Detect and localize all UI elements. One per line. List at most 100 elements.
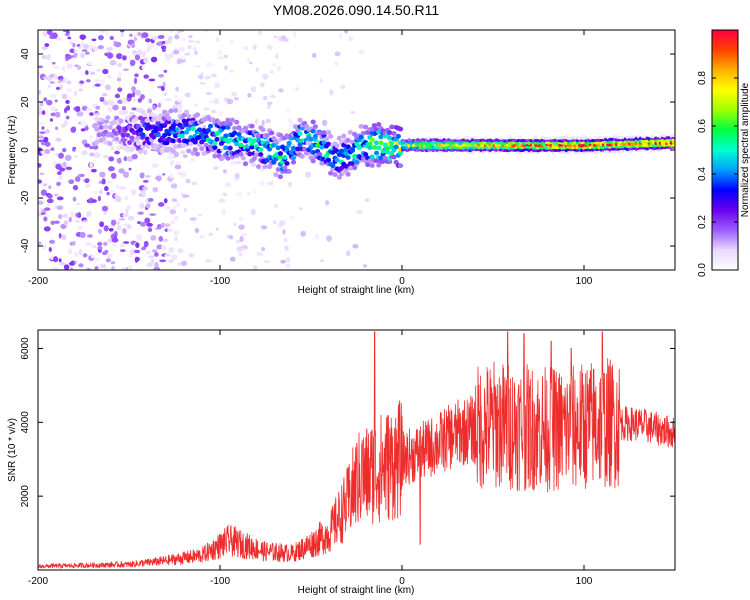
spectrogram-cell bbox=[222, 169, 227, 174]
spectrogram-cell bbox=[167, 35, 173, 42]
spectrogram-cell bbox=[55, 126, 59, 131]
spectrogram-cell bbox=[115, 184, 120, 190]
snr-x-tick-label: -100 bbox=[210, 576, 230, 587]
spectrogram-cell bbox=[162, 238, 169, 242]
spectrogram-cell bbox=[222, 192, 228, 197]
spectrogram-cell bbox=[322, 119, 328, 126]
spectrogram-cell bbox=[275, 167, 281, 172]
spectrogram-cell bbox=[194, 40, 201, 44]
spectrogram-cell bbox=[73, 52, 78, 58]
spectrogram-cell bbox=[348, 36, 353, 42]
spectrogram-cell bbox=[250, 163, 257, 167]
spectrogram-cell bbox=[38, 200, 44, 205]
spectrogram-cell bbox=[273, 35, 278, 39]
spectrogram-cell bbox=[612, 150, 617, 154]
spectrogram-cell bbox=[93, 190, 99, 195]
spectrogram-cell bbox=[104, 31, 110, 37]
spectrogram-cell bbox=[301, 146, 308, 152]
spectrogram-cell bbox=[42, 30, 48, 38]
snr-x-tick-label: 0 bbox=[399, 576, 405, 587]
spectrogram-cell bbox=[99, 79, 106, 86]
chart-title: YM08.2026.090.14.50.R11 bbox=[273, 2, 440, 18]
spectrogram-cell bbox=[116, 145, 122, 151]
spectrogram-cell bbox=[111, 119, 118, 125]
spectrogram-cell bbox=[391, 131, 397, 136]
spectrogram-cell bbox=[107, 99, 115, 106]
spectrogram-cell bbox=[341, 133, 347, 139]
spectrogram-cell bbox=[78, 88, 84, 92]
spectrogram-cell bbox=[336, 174, 342, 180]
spectrogram-cell bbox=[73, 90, 78, 97]
spectrogram-cell bbox=[122, 171, 130, 178]
spectrogram-cell bbox=[134, 73, 139, 78]
spectrogram-cell bbox=[154, 261, 159, 269]
spectrogram-cell bbox=[173, 151, 180, 158]
spectrogram-cell bbox=[188, 253, 195, 258]
spectrogram-x-tick-label: 0 bbox=[399, 276, 405, 287]
spectrogram-cell bbox=[238, 216, 244, 221]
spectrogram-cell bbox=[483, 136, 488, 140]
spectrogram-cell bbox=[210, 73, 217, 78]
spectrogram-cell bbox=[141, 66, 146, 70]
spectrogram-cell bbox=[104, 84, 111, 91]
spectrogram-cell bbox=[156, 223, 162, 230]
spectrogram-cell bbox=[336, 152, 342, 158]
spectrogram-cell bbox=[151, 249, 158, 253]
spectrogram-cell bbox=[178, 103, 183, 110]
spectrogram-cell bbox=[588, 136, 593, 140]
spectrogram-cell bbox=[67, 248, 73, 254]
spectrogram-cell bbox=[62, 161, 67, 168]
spectrogram-cell bbox=[228, 69, 235, 73]
spectrogram-cell bbox=[43, 216, 48, 222]
spectrogram-cell bbox=[116, 224, 122, 231]
spectrogram-cell bbox=[113, 230, 118, 238]
spectrogram-cell bbox=[94, 116, 100, 122]
spectrogram-cell bbox=[90, 71, 96, 75]
spectrogram-cell bbox=[284, 161, 290, 166]
spectrogram-cell bbox=[159, 259, 167, 263]
spectrogram-cell bbox=[104, 249, 109, 254]
spectrogram-cell bbox=[295, 137, 301, 143]
spectrogram-cell bbox=[172, 104, 179, 110]
spectrogram-cell bbox=[114, 150, 120, 155]
spectrogram-cell bbox=[243, 45, 249, 51]
spectrogram-cell bbox=[323, 136, 329, 142]
spectrogram-cell bbox=[190, 150, 196, 156]
spectrogram-cell bbox=[55, 137, 62, 142]
spectrogram-cell bbox=[164, 206, 172, 211]
spectrogram-cell bbox=[137, 49, 143, 56]
spectrogram-cell bbox=[52, 160, 58, 166]
spectrogram-cell bbox=[82, 219, 88, 223]
spectrogram-cell bbox=[155, 132, 161, 138]
spectrogram-cell bbox=[202, 107, 210, 111]
spectrogram-cell bbox=[160, 85, 165, 92]
snr-x-tick-label: 100 bbox=[576, 576, 593, 587]
spectrogram-cell bbox=[277, 151, 284, 156]
spectrogram-cell bbox=[90, 168, 97, 173]
spectrogram-cell bbox=[128, 167, 132, 171]
spectrogram-cell bbox=[229, 235, 234, 240]
spectrogram-cell bbox=[76, 111, 84, 117]
spectrogram-cell bbox=[54, 99, 58, 103]
spectrogram-cell bbox=[282, 229, 286, 235]
spectrogram-cell bbox=[240, 155, 246, 161]
spectrogram-cell bbox=[330, 150, 336, 155]
spectrogram-cell bbox=[94, 79, 100, 82]
spectrogram-cell bbox=[153, 266, 161, 270]
spectrogram-cell bbox=[249, 61, 253, 65]
colorbar-tick-label: 0.0 bbox=[697, 263, 708, 277]
spectrogram-cell bbox=[122, 214, 129, 217]
spectrogram-cell bbox=[114, 41, 122, 48]
spectrogram-cell bbox=[40, 212, 46, 215]
spectrogram-cell bbox=[192, 47, 197, 51]
spectrogram-cell bbox=[207, 123, 214, 129]
spectrogram-cell bbox=[116, 125, 122, 130]
spectrogram-cell bbox=[114, 235, 118, 241]
spectrogram-cell bbox=[547, 136, 551, 141]
spectrogram-cell bbox=[255, 67, 260, 72]
spectrogram-cell bbox=[225, 155, 231, 161]
spectrogram-cell bbox=[194, 50, 198, 56]
spectrogram-cell bbox=[215, 227, 219, 231]
spectrogram-cell bbox=[48, 185, 52, 190]
